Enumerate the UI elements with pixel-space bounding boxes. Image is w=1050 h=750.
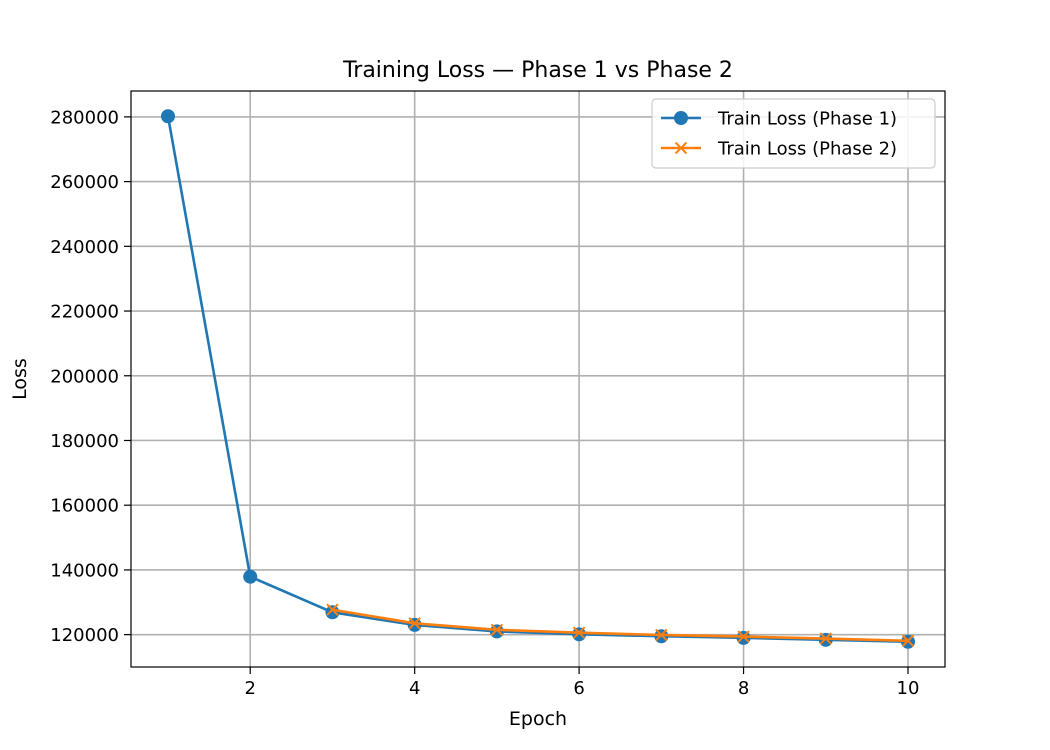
- series-2-line: [332, 608, 909, 643]
- legend-item-2: Train Loss (Phase 2): [661, 139, 897, 160]
- legend-item-1: Train Loss (Phase 1): [661, 109, 897, 130]
- legend-label: Train Loss (Phase 1): [717, 109, 897, 130]
- y-axis-label: Loss: [9, 358, 31, 400]
- series-2-point: [737, 630, 750, 643]
- plot-series: [161, 109, 915, 649]
- axis-ticks: 2 4 6 8 10 120000 140000 160000 180000 200000 2200…: [50, 107, 919, 699]
- series-2-point: [326, 603, 339, 616]
- x-tick-label: 8: [738, 678, 749, 699]
- y-tick-label: 140000: [50, 560, 119, 581]
- x-tick-label: 4: [409, 678, 420, 699]
- series-1-point: [161, 109, 175, 124]
- series-2-point: [655, 628, 668, 642]
- y-tick-label: 260000: [50, 172, 119, 193]
- series-1-point: [572, 627, 587, 642]
- legend: Train Loss (Phase 1) Train Loss (Phase 2): [651, 98, 936, 169]
- legend-label: Train Loss (Phase 2): [717, 139, 897, 160]
- series-1-point: [325, 605, 340, 620]
- legend-marker: [674, 141, 688, 155]
- y-tick-label: 240000: [50, 237, 119, 258]
- y-tick-label: 120000: [50, 625, 119, 646]
- chart-title: Training Loss — Phase 1 vs Phase 2: [342, 58, 733, 83]
- series-2-point: [819, 632, 832, 645]
- y-tick-label: 160000: [50, 496, 119, 517]
- x-tick-label: 6: [573, 678, 584, 699]
- series-2-point: [572, 626, 586, 639]
- series-1-point: [243, 569, 258, 584]
- series-1-point: [489, 624, 504, 639]
- legend-box: [651, 98, 936, 169]
- y-tick-label: 280000: [50, 107, 119, 128]
- legend-marker: [674, 111, 688, 125]
- series-2-point: [408, 617, 421, 630]
- y-tick-label: 180000: [50, 431, 119, 452]
- plot-frame: [130, 90, 946, 668]
- grid: [131, 91, 945, 667]
- y-tick-label: 220000: [50, 302, 119, 323]
- x-tick-label: 10: [897, 678, 920, 699]
- x-axis-label: Epoch: [509, 708, 567, 730]
- series-2: [326, 603, 915, 647]
- series-2-point: [901, 634, 915, 647]
- x-tick-label: 2: [244, 678, 255, 699]
- series-2-point: [490, 623, 504, 636]
- y-tick-label: 200000: [50, 366, 119, 387]
